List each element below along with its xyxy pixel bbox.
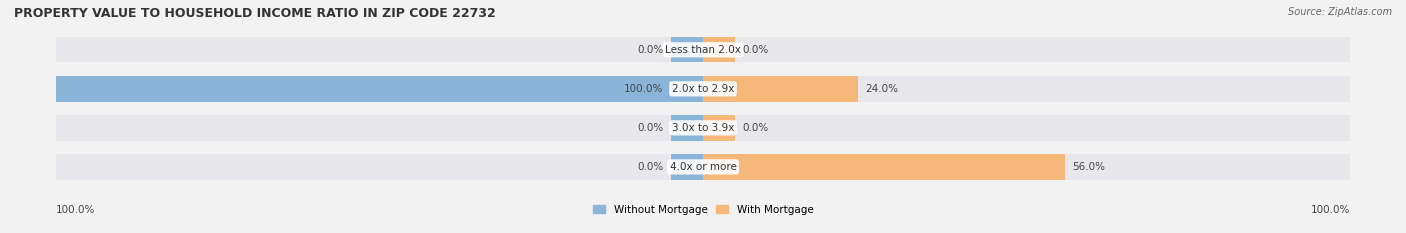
Text: 3.0x to 3.9x: 3.0x to 3.9x — [672, 123, 734, 133]
Text: 100.0%: 100.0% — [624, 84, 664, 94]
Text: Less than 2.0x: Less than 2.0x — [665, 45, 741, 55]
Text: 100.0%: 100.0% — [1310, 205, 1350, 215]
Bar — [671, 154, 703, 180]
Text: 0.0%: 0.0% — [742, 45, 769, 55]
Text: 0.0%: 0.0% — [742, 123, 769, 133]
Bar — [703, 154, 1066, 180]
Legend: Without Mortgage, With Mortgage: Without Mortgage, With Mortgage — [589, 201, 817, 219]
Bar — [56, 154, 1350, 180]
Bar — [56, 76, 703, 102]
Text: 2.0x to 2.9x: 2.0x to 2.9x — [672, 84, 734, 94]
Bar — [56, 115, 1350, 140]
Text: 4.0x or more: 4.0x or more — [669, 162, 737, 172]
Bar — [671, 115, 703, 140]
Text: 0.0%: 0.0% — [637, 162, 664, 172]
Bar — [703, 76, 858, 102]
Text: 56.0%: 56.0% — [1073, 162, 1105, 172]
Text: 100.0%: 100.0% — [56, 205, 96, 215]
Text: Source: ZipAtlas.com: Source: ZipAtlas.com — [1288, 7, 1392, 17]
Text: PROPERTY VALUE TO HOUSEHOLD INCOME RATIO IN ZIP CODE 22732: PROPERTY VALUE TO HOUSEHOLD INCOME RATIO… — [14, 7, 496, 20]
Bar — [671, 37, 703, 62]
Text: 0.0%: 0.0% — [637, 45, 664, 55]
Bar — [703, 37, 735, 62]
Text: 24.0%: 24.0% — [865, 84, 898, 94]
Bar — [56, 76, 1350, 102]
Text: 0.0%: 0.0% — [637, 123, 664, 133]
Bar — [56, 37, 1350, 62]
Bar — [703, 115, 735, 140]
